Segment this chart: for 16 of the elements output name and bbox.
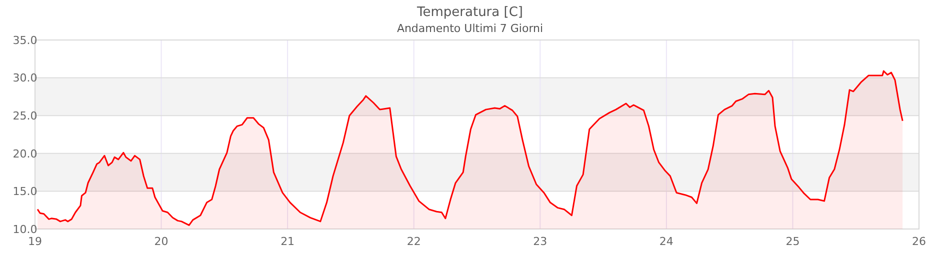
x-tick-label: 19 [28, 235, 42, 248]
x-tick-label: 20 [154, 235, 168, 248]
y-tick-label: 25.0 [12, 109, 38, 122]
x-tick-label: 21 [280, 235, 295, 248]
x-tick-label: 25 [786, 235, 800, 248]
x-tick-label: 24 [659, 235, 674, 248]
x-tick-label: 26 [912, 235, 926, 248]
x-tick-label: 23 [533, 235, 548, 248]
chart-subtitle: Andamento Ultimi 7 Giorni [396, 22, 544, 35]
x-tick-label: 22 [406, 235, 421, 248]
y-tick-label: 15.0 [12, 185, 38, 198]
y-tick-label: 35.0 [12, 34, 38, 47]
chart-title: Temperatura [C] [416, 5, 523, 20]
y-tick-label: 10.0 [12, 222, 38, 236]
y-tick-label: 30.0 [12, 72, 38, 85]
y-tick-label: 20.0 [12, 147, 38, 160]
